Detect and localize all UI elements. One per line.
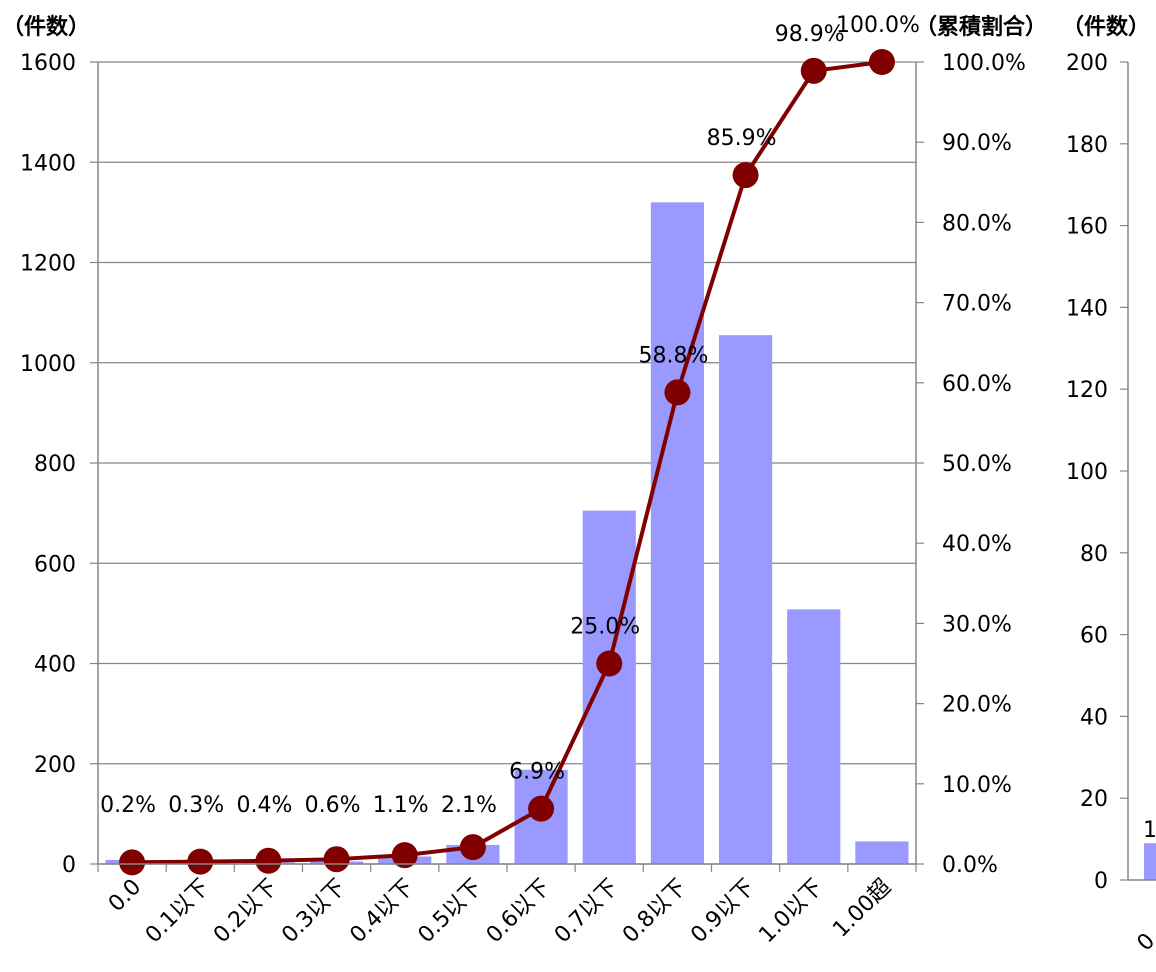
axes [90, 61, 1156, 881]
cumulative-point [868, 49, 895, 75]
data-label: 85.9% [707, 126, 777, 151]
right-axis-unit-label: （累積割合） [915, 14, 1047, 40]
x-axis-category-label: 0.7以下 [550, 875, 624, 949]
cumulative-point [323, 846, 350, 873]
left-axis-tick-label: 200 [34, 753, 76, 778]
second-chart-tick-label: 80 [1080, 542, 1108, 567]
cumulative-point [255, 847, 282, 874]
left-axis-tick-label: 800 [34, 452, 76, 477]
x-axis-category-label: 0.6以下 [482, 875, 556, 949]
x-axis-category-label: 0.2以下 [209, 875, 283, 949]
x-axis-category-label: 1.00超 [828, 875, 896, 943]
right-axis-tick-label: 90.0% [942, 131, 1012, 156]
grid-lines [98, 61, 916, 865]
left-axis-tick-label: 400 [34, 653, 76, 678]
left-axis-tick-label: 1200 [20, 252, 76, 277]
left-axis-tick-label: 1000 [20, 352, 76, 377]
second-chart-tick-label: 120 [1066, 378, 1108, 403]
cumulative-point [596, 650, 623, 677]
second-chart-tick-label: 60 [1080, 624, 1108, 649]
second-chart-tick-label: 20 [1080, 787, 1108, 812]
data-label: 25.0% [570, 615, 640, 640]
second-chart-tick-label: 160 [1066, 215, 1108, 240]
left-axis-tick-label: 1600 [20, 51, 76, 76]
data-label: 2.1% [441, 793, 497, 818]
second-chart-tick-label: 200 [1066, 51, 1108, 76]
second-chart-tick-label: 140 [1066, 296, 1108, 321]
data-label: 100.0% [836, 13, 920, 38]
right-axis-tick-label: 10.0% [942, 773, 1012, 798]
data-label: 0.2% [100, 793, 156, 818]
right-axis-tick-label: 60.0% [942, 372, 1012, 397]
cumulative-point [732, 162, 759, 189]
right-axis-tick-label: 70.0% [942, 292, 1012, 317]
x-axis-category-label: 0.4以下 [345, 875, 419, 949]
bar [787, 609, 841, 864]
left-axis-tick-label: 1400 [20, 151, 76, 176]
second-chart-category-label: 0 [1133, 929, 1156, 957]
right-axis-tick-label: 50.0% [942, 452, 1012, 477]
left-axis-tick-label: 600 [34, 552, 76, 577]
right-axis-tick-label: 40.0% [942, 532, 1012, 557]
bar [582, 510, 636, 864]
cumulative-point [119, 849, 146, 876]
data-label: 58.8% [638, 343, 708, 368]
second-chart-tick-label: 100 [1066, 460, 1108, 485]
data-label: 0.6% [305, 793, 361, 818]
cumulative-point [528, 795, 555, 822]
x-axis-category-label: 0.8以下 [618, 875, 692, 949]
data-label: 0.4% [236, 793, 292, 818]
second-chart-tick-label: 180 [1066, 133, 1108, 158]
x-axis-category-label: 1.0以下 [754, 875, 828, 949]
x-axis-category-label: 0.1以下 [141, 875, 215, 949]
second-chart-data-label: 1 [1143, 818, 1156, 843]
right-axis-tick-label: 30.0% [942, 612, 1012, 637]
cumulative-point [391, 842, 418, 869]
x-axis-category-label: 0.9以下 [686, 875, 760, 949]
x-axis-category-label: 0.3以下 [277, 875, 351, 949]
left-axis-unit-label: （件数） [2, 14, 90, 40]
bar [650, 202, 705, 865]
data-label: 98.9% [775, 22, 845, 47]
cumulative-point [800, 57, 827, 84]
data-label: 1.1% [373, 793, 429, 818]
cumulative-point [459, 834, 486, 861]
second-chart-tick-label: 0 [1094, 869, 1108, 894]
cumulative-point [664, 379, 691, 406]
x-axis-category-label: 0.0 [104, 875, 146, 917]
right-axis-tick-label: 0.0% [942, 853, 998, 878]
second-chart-tick-label: 40 [1080, 705, 1108, 730]
right-axis-tick-label: 20.0% [942, 693, 1012, 718]
bar [718, 335, 773, 864]
left-axis-tick-label: 0 [62, 853, 76, 878]
cumulative-line-series [119, 49, 895, 876]
right-axis-tick-label: 100.0% [942, 51, 1026, 76]
bar [855, 841, 909, 864]
second-chart-unit-label: （件数） [1062, 14, 1150, 40]
x-axis-category-label: 0.5以下 [414, 875, 488, 949]
right-axis-tick-label: 80.0% [942, 211, 1012, 236]
data-label: 6.9% [509, 760, 565, 785]
cumulative-point [187, 848, 214, 875]
data-label: 0.3% [168, 793, 224, 818]
second-chart-bar [1144, 843, 1156, 880]
